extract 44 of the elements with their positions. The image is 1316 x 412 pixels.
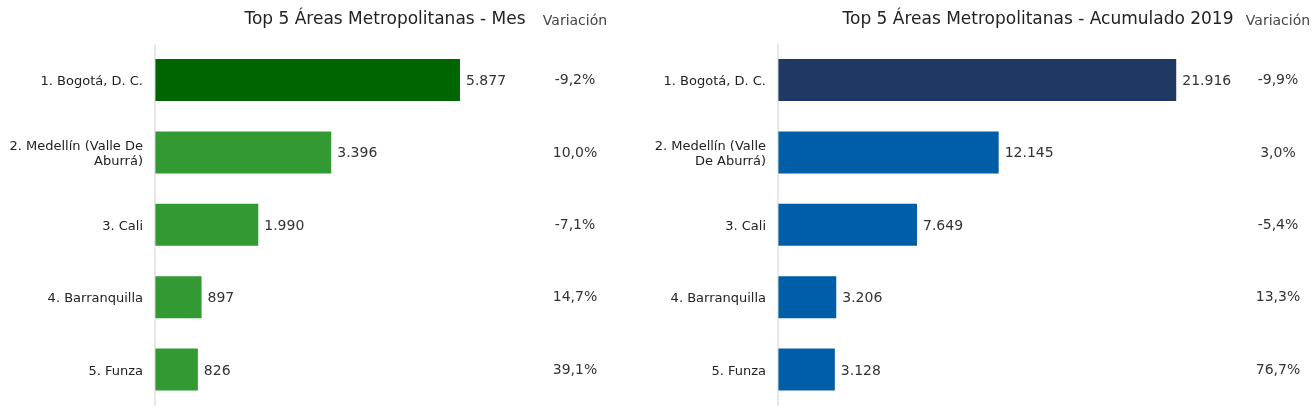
bar bbox=[155, 131, 332, 174]
data-label: 826 bbox=[203, 361, 231, 378]
data-label: 1.990 bbox=[264, 216, 305, 233]
bar bbox=[155, 203, 259, 246]
text: 76,7% bbox=[1254, 360, 1302, 377]
bar bbox=[778, 348, 835, 391]
text: 3,0% bbox=[1259, 143, 1297, 160]
data-label: 3.396 bbox=[337, 144, 378, 161]
chart-title: Top 5 Áreas Metropolitanas - Acumulado 2019 bbox=[842, 8, 1234, 28]
data-label: 12.145 bbox=[1004, 144, 1054, 161]
data-label: 7.649 bbox=[922, 216, 964, 233]
bar bbox=[778, 203, 917, 246]
data-label: 3.206 bbox=[842, 289, 883, 306]
bar bbox=[155, 276, 202, 319]
bar bbox=[778, 131, 999, 174]
text: Variación bbox=[541, 12, 609, 28]
text: 13,3% bbox=[1254, 288, 1302, 305]
text: 39,1% bbox=[551, 360, 599, 377]
bar bbox=[155, 348, 198, 391]
y-tick-label: 2. Medellín (Valle De Aburrá) bbox=[9, 137, 143, 168]
y-tick-label: 4. Barranquilla bbox=[47, 289, 143, 305]
text: -5,4% bbox=[1256, 216, 1300, 232]
bar bbox=[778, 276, 837, 319]
text: Variación bbox=[1245, 12, 1311, 28]
text: -7,1% bbox=[553, 216, 597, 232]
y-tick-label: 3. Cali bbox=[102, 217, 143, 233]
text: 10,0% bbox=[551, 143, 599, 160]
text: -9,9% bbox=[1257, 71, 1299, 88]
y-tick-label: 1. Bogotá, D. C. bbox=[40, 72, 143, 88]
data-label: 897 bbox=[207, 289, 235, 306]
data-label: 21.916 bbox=[1182, 71, 1232, 88]
data-label: 3.128 bbox=[840, 361, 881, 378]
text: 14,7% bbox=[551, 288, 599, 305]
y-tick-label: 1. Bogotá, D. C. bbox=[663, 72, 766, 88]
y-tick-label: 2. Medellín (Valle De Aburrá) bbox=[654, 137, 766, 168]
text: -9,2% bbox=[553, 71, 597, 88]
chart-title: Top 5 Áreas Metropolitanas - Mes bbox=[244, 8, 526, 28]
bar bbox=[155, 59, 460, 101]
y-tick-label: 3. Cali bbox=[725, 217, 766, 233]
y-tick-label: 5. Funza bbox=[711, 362, 766, 378]
y-tick-label: 4. Barranquilla bbox=[670, 289, 766, 305]
y-tick-label: 5. Funza bbox=[88, 362, 143, 378]
bar bbox=[778, 59, 1177, 101]
data-label: 5.877 bbox=[465, 71, 507, 88]
